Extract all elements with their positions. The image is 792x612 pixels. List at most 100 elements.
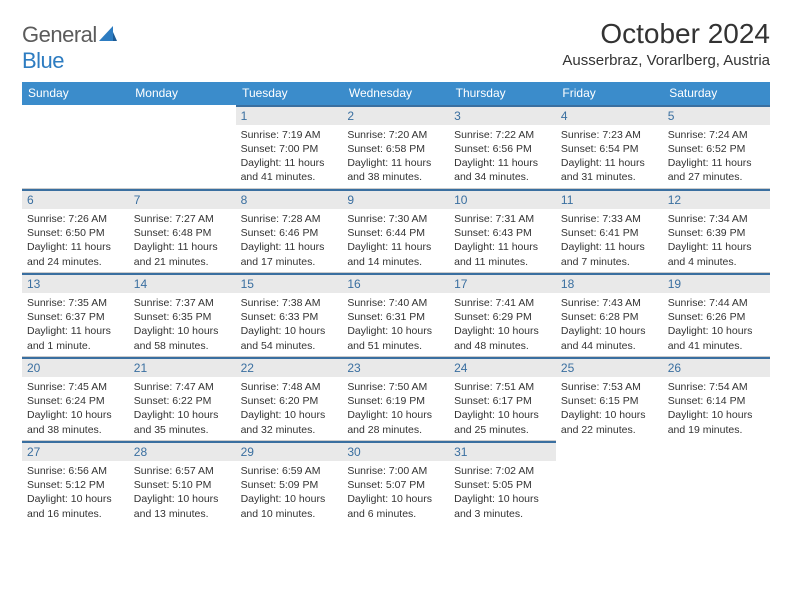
day-number: 17 xyxy=(449,273,556,293)
weekday-header: Thursday xyxy=(449,82,556,105)
day-details: Sunrise: 7:47 AMSunset: 6:22 PMDaylight:… xyxy=(129,377,236,439)
day-details: Sunrise: 7:19 AMSunset: 7:00 PMDaylight:… xyxy=(236,125,343,187)
day-number: 23 xyxy=(342,357,449,377)
day-details: Sunrise: 7:28 AMSunset: 6:46 PMDaylight:… xyxy=(236,209,343,271)
calendar-day-cell: 5Sunrise: 7:24 AMSunset: 6:52 PMDaylight… xyxy=(663,105,770,189)
calendar-week-row: 6Sunrise: 7:26 AMSunset: 6:50 PMDaylight… xyxy=(22,189,770,273)
day-number: 29 xyxy=(236,441,343,461)
day-number: 18 xyxy=(556,273,663,293)
calendar-day-cell: 29Sunrise: 6:59 AMSunset: 5:09 PMDayligh… xyxy=(236,441,343,525)
calendar-day-cell: 1Sunrise: 7:19 AMSunset: 7:00 PMDaylight… xyxy=(236,105,343,189)
calendar-day-cell: 25Sunrise: 7:53 AMSunset: 6:15 PMDayligh… xyxy=(556,357,663,441)
calendar-day-cell: 13Sunrise: 7:35 AMSunset: 6:37 PMDayligh… xyxy=(22,273,129,357)
day-details: Sunrise: 7:00 AMSunset: 5:07 PMDaylight:… xyxy=(342,461,449,523)
calendar-day-cell: 21Sunrise: 7:47 AMSunset: 6:22 PMDayligh… xyxy=(129,357,236,441)
logo-general: General xyxy=(22,22,97,47)
calendar-day-cell: 9Sunrise: 7:30 AMSunset: 6:44 PMDaylight… xyxy=(342,189,449,273)
day-number: 14 xyxy=(129,273,236,293)
day-details: Sunrise: 7:44 AMSunset: 6:26 PMDaylight:… xyxy=(663,293,770,355)
calendar-week-row: 27Sunrise: 6:56 AMSunset: 5:12 PMDayligh… xyxy=(22,441,770,525)
day-number: 5 xyxy=(663,105,770,125)
day-number: 4 xyxy=(556,105,663,125)
day-details: Sunrise: 6:56 AMSunset: 5:12 PMDaylight:… xyxy=(22,461,129,523)
calendar-day-cell: 6Sunrise: 7:26 AMSunset: 6:50 PMDaylight… xyxy=(22,189,129,273)
day-number: 2 xyxy=(342,105,449,125)
calendar-day-cell: 26Sunrise: 7:54 AMSunset: 6:14 PMDayligh… xyxy=(663,357,770,441)
day-number: 31 xyxy=(449,441,556,461)
day-details: Sunrise: 7:31 AMSunset: 6:43 PMDaylight:… xyxy=(449,209,556,271)
day-number: 13 xyxy=(22,273,129,293)
day-number: 11 xyxy=(556,189,663,209)
calendar-day-cell: 17Sunrise: 7:41 AMSunset: 6:29 PMDayligh… xyxy=(449,273,556,357)
location-text: Ausserbraz, Vorarlberg, Austria xyxy=(562,52,770,69)
day-number: 7 xyxy=(129,189,236,209)
day-details: Sunrise: 7:22 AMSunset: 6:56 PMDaylight:… xyxy=(449,125,556,187)
day-details: Sunrise: 7:26 AMSunset: 6:50 PMDaylight:… xyxy=(22,209,129,271)
day-details: Sunrise: 7:34 AMSunset: 6:39 PMDaylight:… xyxy=(663,209,770,271)
calendar-day-cell: 24Sunrise: 7:51 AMSunset: 6:17 PMDayligh… xyxy=(449,357,556,441)
calendar-day-cell: 23Sunrise: 7:50 AMSunset: 6:19 PMDayligh… xyxy=(342,357,449,441)
calendar-day-cell: 7Sunrise: 7:27 AMSunset: 6:48 PMDaylight… xyxy=(129,189,236,273)
day-number: 6 xyxy=(22,189,129,209)
weekday-header: Monday xyxy=(129,82,236,105)
day-details: Sunrise: 7:54 AMSunset: 6:14 PMDaylight:… xyxy=(663,377,770,439)
day-number: 16 xyxy=(342,273,449,293)
calendar-day-cell: 31Sunrise: 7:02 AMSunset: 5:05 PMDayligh… xyxy=(449,441,556,525)
logo-text: General Blue xyxy=(22,22,117,74)
calendar-day-cell: 2Sunrise: 7:20 AMSunset: 6:58 PMDaylight… xyxy=(342,105,449,189)
calendar-week-row: 20Sunrise: 7:45 AMSunset: 6:24 PMDayligh… xyxy=(22,357,770,441)
weekday-header: Wednesday xyxy=(342,82,449,105)
day-details: Sunrise: 7:23 AMSunset: 6:54 PMDaylight:… xyxy=(556,125,663,187)
day-number: 12 xyxy=(663,189,770,209)
header: General Blue October 2024 Ausserbraz, Vo… xyxy=(22,18,770,74)
calendar-day-cell: .. xyxy=(22,105,129,189)
weekday-header: Sunday xyxy=(22,82,129,105)
day-details: Sunrise: 7:37 AMSunset: 6:35 PMDaylight:… xyxy=(129,293,236,355)
day-details: Sunrise: 7:27 AMSunset: 6:48 PMDaylight:… xyxy=(129,209,236,271)
weekday-header: Tuesday xyxy=(236,82,343,105)
weekday-header-row: Sunday Monday Tuesday Wednesday Thursday… xyxy=(22,82,770,105)
brand-logo: General Blue xyxy=(22,22,117,74)
day-details: Sunrise: 7:33 AMSunset: 6:41 PMDaylight:… xyxy=(556,209,663,271)
calendar-day-cell: 14Sunrise: 7:37 AMSunset: 6:35 PMDayligh… xyxy=(129,273,236,357)
calendar-day-cell: 20Sunrise: 7:45 AMSunset: 6:24 PMDayligh… xyxy=(22,357,129,441)
day-details: Sunrise: 7:43 AMSunset: 6:28 PMDaylight:… xyxy=(556,293,663,355)
day-number: 27 xyxy=(22,441,129,461)
day-number: 24 xyxy=(449,357,556,377)
weekday-header: Saturday xyxy=(663,82,770,105)
day-details: Sunrise: 7:48 AMSunset: 6:20 PMDaylight:… xyxy=(236,377,343,439)
calendar-day-cell: 15Sunrise: 7:38 AMSunset: 6:33 PMDayligh… xyxy=(236,273,343,357)
calendar-week-row: 13Sunrise: 7:35 AMSunset: 6:37 PMDayligh… xyxy=(22,273,770,357)
day-number: 3 xyxy=(449,105,556,125)
calendar-day-cell: 11Sunrise: 7:33 AMSunset: 6:41 PMDayligh… xyxy=(556,189,663,273)
day-details: Sunrise: 7:53 AMSunset: 6:15 PMDaylight:… xyxy=(556,377,663,439)
weekday-header: Friday xyxy=(556,82,663,105)
day-details: Sunrise: 7:51 AMSunset: 6:17 PMDaylight:… xyxy=(449,377,556,439)
calendar-day-cell: 4Sunrise: 7:23 AMSunset: 6:54 PMDaylight… xyxy=(556,105,663,189)
calendar-week-row: ....1Sunrise: 7:19 AMSunset: 7:00 PMDayl… xyxy=(22,105,770,189)
day-details: Sunrise: 7:41 AMSunset: 6:29 PMDaylight:… xyxy=(449,293,556,355)
day-number: 25 xyxy=(556,357,663,377)
calendar-day-cell: 28Sunrise: 6:57 AMSunset: 5:10 PMDayligh… xyxy=(129,441,236,525)
calendar-day-cell: 22Sunrise: 7:48 AMSunset: 6:20 PMDayligh… xyxy=(236,357,343,441)
calendar-day-cell: 16Sunrise: 7:40 AMSunset: 6:31 PMDayligh… xyxy=(342,273,449,357)
day-details: Sunrise: 7:38 AMSunset: 6:33 PMDaylight:… xyxy=(236,293,343,355)
day-details: Sunrise: 7:50 AMSunset: 6:19 PMDaylight:… xyxy=(342,377,449,439)
calendar-day-cell: 27Sunrise: 6:56 AMSunset: 5:12 PMDayligh… xyxy=(22,441,129,525)
day-details: Sunrise: 7:40 AMSunset: 6:31 PMDaylight:… xyxy=(342,293,449,355)
day-details: Sunrise: 7:02 AMSunset: 5:05 PMDaylight:… xyxy=(449,461,556,523)
calendar-day-cell: 10Sunrise: 7:31 AMSunset: 6:43 PMDayligh… xyxy=(449,189,556,273)
day-number: 28 xyxy=(129,441,236,461)
day-number: 8 xyxy=(236,189,343,209)
calendar-day-cell: .. xyxy=(556,441,663,525)
day-number: 9 xyxy=(342,189,449,209)
day-number: 26 xyxy=(663,357,770,377)
calendar-day-cell: 30Sunrise: 7:00 AMSunset: 5:07 PMDayligh… xyxy=(342,441,449,525)
day-details: Sunrise: 6:59 AMSunset: 5:09 PMDaylight:… xyxy=(236,461,343,523)
calendar-day-cell: .. xyxy=(663,441,770,525)
page-title: October 2024 xyxy=(562,18,770,50)
day-number: 19 xyxy=(663,273,770,293)
calendar-day-cell: 19Sunrise: 7:44 AMSunset: 6:26 PMDayligh… xyxy=(663,273,770,357)
day-number: 15 xyxy=(236,273,343,293)
day-number: 30 xyxy=(342,441,449,461)
